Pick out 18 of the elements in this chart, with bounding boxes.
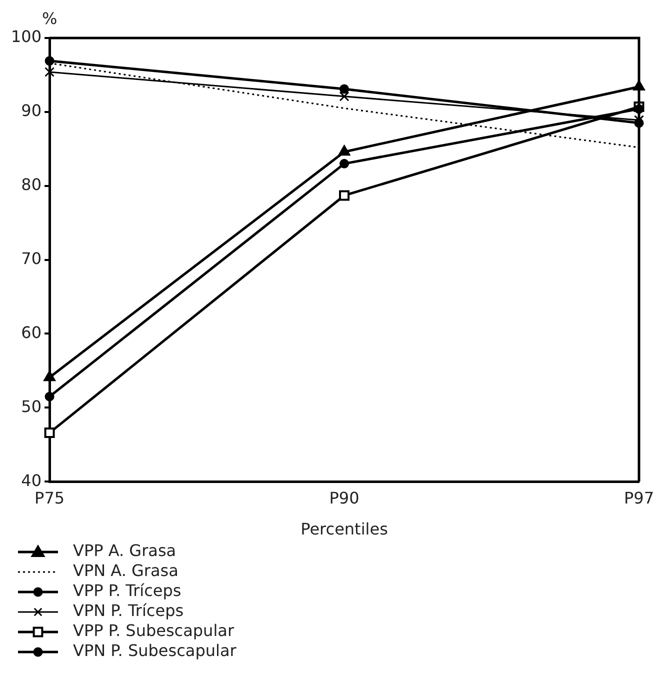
legend-label: VPP A. Grasa <box>73 541 176 560</box>
y-tick-label: 60 <box>21 322 42 342</box>
y-tick-label: 40 <box>21 470 42 490</box>
x-axis-title: Percentiles <box>300 520 388 539</box>
legend-label: VPN P. Subescapular <box>73 641 237 660</box>
y-axis-title: % <box>42 9 58 28</box>
x-tick-label: P97 <box>624 488 654 508</box>
y-tick-label: 100 <box>10 27 42 46</box>
legend-label: VPN P. Tríceps <box>73 601 184 620</box>
legend-label: VPP P. Tríceps <box>73 581 182 600</box>
x-tick-label: P75 <box>34 488 65 508</box>
x-tick-label: P90 <box>329 488 360 508</box>
y-tick-label: 90 <box>21 101 42 120</box>
legend-label: VPN A. Grasa <box>73 561 178 580</box>
y-tick-label: 70 <box>21 248 42 268</box>
y-tick-label: 50 <box>21 396 42 416</box>
legend-label: VPP P. Subescapular <box>73 621 234 640</box>
y-tick-label: 80 <box>21 175 42 194</box>
